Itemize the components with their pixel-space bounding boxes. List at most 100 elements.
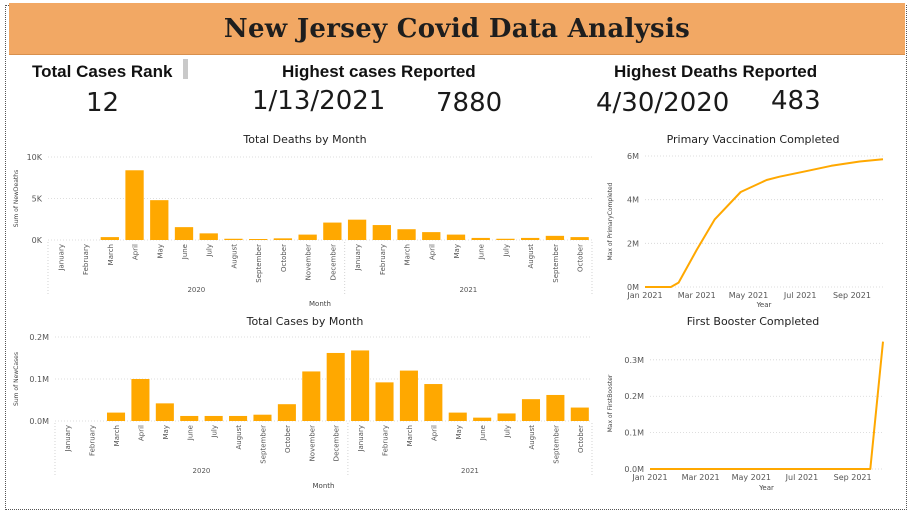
deaths-xtick-label: July (206, 244, 214, 258)
deaths-xtick-label: March (107, 244, 115, 265)
deaths-bar (372, 225, 391, 240)
deaths-xtick-label: April (132, 244, 140, 260)
deaths-xlabel: Month (309, 300, 331, 308)
cases-bar (521, 399, 541, 421)
vaccination-xtick-label: Mar 2021 (678, 291, 716, 300)
deaths-bar (397, 229, 416, 240)
deaths-bar (174, 227, 194, 240)
vaccination-xtick-label: Jul 2021 (783, 291, 817, 300)
booster-ytick-label: 0.2M (624, 392, 644, 401)
kpi-highest-deaths-date: 4/30/2020 (596, 88, 730, 118)
deaths-chart-title: Total Deaths by Month (243, 133, 367, 146)
kpi-highest-deaths-label: Highest Deaths Reported (614, 62, 818, 81)
cases-xtick-label: February (89, 425, 97, 456)
cases-xtick-label: November (308, 425, 316, 462)
deaths-bar (273, 238, 293, 240)
cases-xtick-label: May (455, 425, 463, 439)
deaths-xtick-label: January (57, 244, 65, 272)
deaths-bar (150, 200, 169, 240)
deaths-bar (471, 237, 490, 240)
vaccination-xtick-label: May 2021 (729, 291, 768, 300)
cases-bar (277, 404, 296, 421)
deaths-xtick-label: May (453, 244, 461, 258)
cases-bar (204, 415, 223, 421)
deaths-group-label: 2020 (187, 286, 205, 294)
cases-ytick-label: 0.2M (29, 333, 49, 342)
cases-bar (302, 371, 321, 421)
deaths-ytick-label: 10K (27, 153, 43, 162)
cases-xtick-label: July (211, 425, 219, 439)
deaths-bar (496, 238, 515, 240)
cases-xtick-label: August (528, 425, 536, 450)
cases-ylabel: Sum of NewCases (13, 352, 20, 406)
deaths-bar (323, 222, 342, 240)
booster-xtick-label: Mar 2021 (682, 473, 720, 482)
deaths-bar (446, 234, 466, 240)
deaths-xtick-label: March (404, 244, 412, 265)
cases-xtick-label: March (406, 425, 414, 446)
deaths-ylabel: Sum of NewDeaths (13, 170, 20, 227)
cases-xtick-label: October (284, 425, 292, 453)
kpi-highest-deaths-value: 483 (771, 86, 821, 116)
deaths-xtick-label: January (354, 244, 362, 272)
deaths-bar (347, 219, 367, 240)
cases-bar (131, 379, 150, 421)
cases-xlabel: Month (313, 482, 335, 490)
cases-bar (155, 403, 174, 421)
deaths-ytick-label: 0K (32, 236, 43, 245)
deaths-bar (125, 170, 144, 240)
cases-group-label: 2021 (461, 467, 479, 475)
deaths-xtick-label: June (181, 244, 189, 260)
cases-bar (570, 407, 589, 421)
deaths-bar (224, 238, 243, 240)
booster-ytick-label: 0.3M (624, 356, 644, 365)
cases-chart-title: Total Cases by Month (246, 315, 364, 328)
kpi-highest-cases-date: 1/13/2021 (252, 86, 386, 116)
booster-xtick-label: Jul 2021 (785, 473, 819, 482)
cases-bar (253, 414, 272, 421)
card-divider (183, 59, 188, 79)
deaths-xtick-label: February (82, 244, 90, 275)
kpi-highest-cases-label: Highest cases Reported (282, 62, 476, 81)
cases-bar (106, 412, 126, 421)
vaccination-chart-title: Primary Vaccination Completed (666, 133, 840, 146)
deaths-bar (199, 233, 218, 240)
cases-xtick-label: January (64, 425, 72, 453)
cases-xtick-label: July (504, 425, 512, 439)
title-banner: New Jersey Covid Data Analysis (9, 3, 905, 55)
cases-xtick-label: October (577, 425, 585, 453)
vaccination-ytick-label: 4M (627, 196, 639, 205)
vaccination-line (645, 158, 884, 288)
cases-bar (180, 415, 199, 421)
cases-bar (326, 352, 345, 421)
deaths-xtick-label: May (156, 244, 164, 258)
cases-ytick-label: 0.1M (29, 375, 49, 384)
deaths-xtick-label: December (329, 244, 337, 280)
cases-xtick-label: April (137, 425, 145, 441)
cases-xtick-label: August (235, 425, 243, 450)
deaths-bar (570, 237, 589, 240)
booster-ylabel: Max of FirstBooster (607, 374, 614, 432)
vaccination-ytick-label: 6M (627, 152, 639, 161)
cases-xtick-label: June (186, 425, 194, 441)
booster-ytick-label: 0.1M (624, 429, 644, 438)
deaths-ytick-label: 5K (32, 195, 43, 204)
vaccination-xtick-label: Jan 2021 (626, 291, 662, 300)
deaths-xtick-label: October (280, 244, 288, 272)
booster-xtick-label: Sep 2021 (834, 473, 872, 482)
deaths-bar (298, 234, 317, 240)
cases-bar (351, 350, 370, 421)
kpi-rank-value: 12 (86, 88, 120, 118)
booster-xtick-label: Jan 2021 (631, 473, 667, 482)
deaths-bar (422, 232, 441, 240)
cases-xtick-label: May (162, 425, 170, 439)
cases-ytick-label: 0.0M (29, 417, 49, 426)
cases-bar (399, 370, 418, 421)
booster-chart-title: First Booster Completed (686, 315, 820, 328)
cases-bar (546, 394, 565, 421)
deaths-xtick-label: August (527, 244, 535, 269)
cases-xtick-label: September (259, 425, 267, 464)
vaccination-xtick-label: Sep 2021 (833, 291, 871, 300)
cases-bar (375, 382, 394, 421)
deaths-xtick-label: June (478, 244, 486, 260)
